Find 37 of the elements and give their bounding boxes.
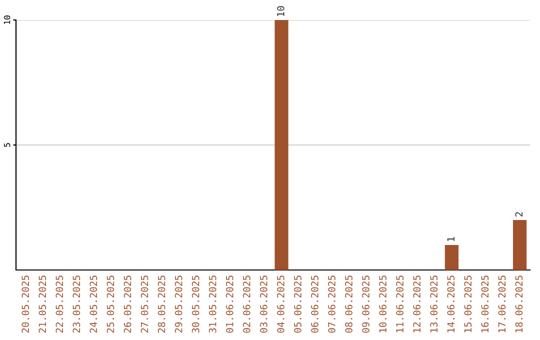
x-tick-label: 20.05.2025	[22, 276, 30, 333]
y-tick-label: 5	[4, 143, 10, 147]
x-tick-label: 08.06.2025	[345, 276, 352, 333]
x-tick-label: 24.05.2025	[90, 276, 98, 333]
x-tick-label: 16.06.2025	[481, 276, 489, 332]
x-tick-label: 15.06.2025	[464, 276, 472, 332]
x-tick-label: 18.06.2025	[515, 276, 523, 332]
x-tick-label: 25.05.2025	[106, 276, 114, 333]
x-tick-label: 04.06.2025	[277, 276, 284, 333]
bar	[444, 245, 459, 270]
x-tick-label: 29.05.2025	[174, 276, 182, 333]
x-tick-label: 01.06.2025	[226, 276, 234, 333]
x-tick-label: 21.05.2025	[38, 276, 46, 333]
x-tick-label: 17.06.2025	[498, 276, 506, 332]
x-tick-label: 28.05.2025	[158, 276, 166, 333]
bar	[512, 220, 527, 270]
x-tick-label: 06.06.2025	[311, 276, 318, 333]
x-tick-label: 14.06.2025	[447, 276, 455, 332]
x-tick-label: 12.06.2025	[413, 276, 421, 332]
x-tick-label: 07.06.2025	[328, 276, 336, 333]
x-tick-label: 05.06.2025	[294, 276, 302, 333]
x-tick-label: 03.06.2025	[260, 276, 268, 333]
data-label: 2	[515, 212, 522, 216]
x-tick-label: 22.05.2025	[56, 276, 64, 333]
x-tick-label: 31.05.2025	[208, 276, 216, 333]
x-tick-label: 23.05.2025	[72, 276, 80, 333]
x-tick-label: 13.06.2025	[430, 276, 438, 332]
x-tick-label: 10.06.2025	[379, 276, 386, 332]
x-tick-label: 30.05.2025	[192, 276, 200, 333]
x-tick-label: 09.06.2025	[362, 276, 370, 333]
bar	[274, 20, 288, 270]
x-tick-label: 27.05.2025	[140, 276, 148, 333]
data-label: 10	[277, 6, 284, 16]
x-tick-label: 02.06.2025	[242, 276, 250, 333]
x-tick-label: 11.06.2025	[396, 276, 404, 332]
x-tick-label: 26.05.2025	[124, 276, 132, 333]
data-label: 1	[447, 237, 454, 242]
